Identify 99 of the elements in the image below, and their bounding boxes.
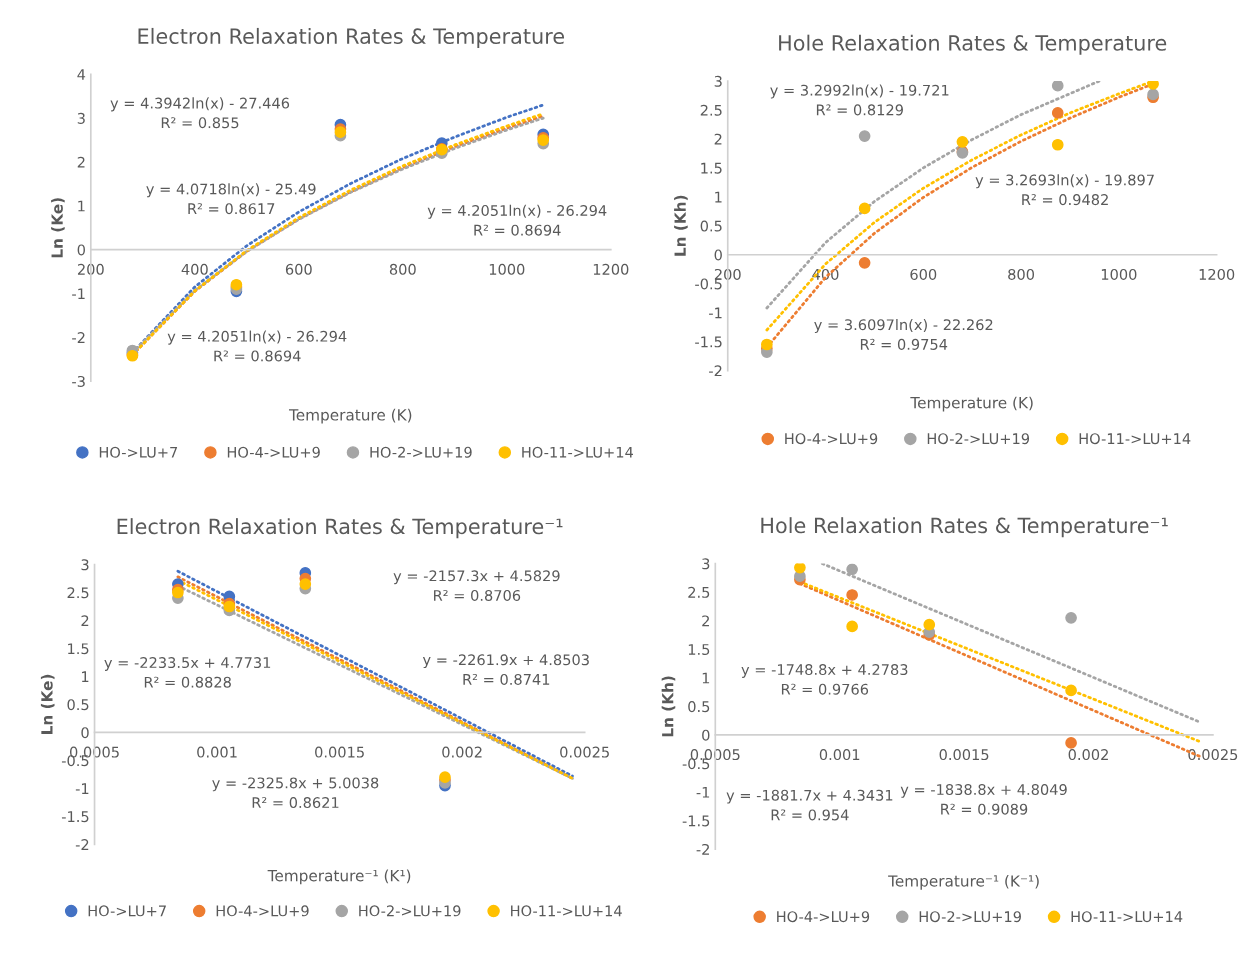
y-tick-label: 0 [714, 249, 722, 261]
y-tick-label: 3 [714, 75, 722, 87]
y-tick-label: 3 [77, 112, 85, 124]
chart-title: Hole Relaxation Rates & Temperature [779, 34, 1167, 55]
y-tick-label: -0.5 [695, 278, 722, 290]
y-tick-label: -2 [72, 332, 85, 343]
x-tick-label: 600 [285, 263, 312, 275]
x-tick-label: 1000 [489, 263, 525, 275]
y-tick-label: 2.5 [688, 586, 710, 598]
annotation: y = 3.2992ln(x) - 19.721 R² = 0.8129 [770, 84, 949, 116]
annotation: y = -2233.5x + 4.7731 R² = 0.8828 [104, 657, 271, 688]
x-tick-label: 1200 [593, 263, 629, 275]
x-tick-label: 1200 [1199, 268, 1235, 280]
y-tick-label: 2 [702, 615, 709, 627]
annotation: y = -2261.9x + 4.8503 R² = 0.8741 [422, 654, 589, 685]
chart-title: Electron Relaxation Rates & Temperature [138, 27, 565, 49]
legend-label: HO-2->LU+19 [359, 905, 461, 917]
legend-label: HO-4->LU+9 [227, 446, 320, 458]
y-tick-label: -1.5 [61, 811, 89, 823]
chart-title: Electron Relaxation Rates & Temperature⁻¹ [117, 518, 563, 539]
x-axis-title: Temperature⁻¹ (K⁻¹) [888, 874, 1039, 890]
y-tick-label: 1 [702, 672, 710, 684]
x-axis-title: Temperature (K) [910, 396, 1033, 412]
x-tick-label: 0.002 [1068, 749, 1108, 761]
legend-label: HO-2->LU+19 [370, 446, 472, 458]
x-tick-label: 0.0015 [939, 749, 989, 761]
x-tick-label: 200 [77, 263, 104, 275]
legend-label: HO-4->LU+9 [785, 433, 878, 445]
y-tick-label: 1 [82, 671, 89, 683]
y-tick-label: -1 [72, 288, 85, 300]
x-tick-label: 800 [389, 263, 416, 275]
legend-label: HO-4->LU+9 [777, 911, 870, 923]
y-tick-label: 1.5 [688, 644, 710, 655]
x-tick-label: 400 [181, 263, 208, 275]
annotation: y = -1881.7x + 4.3431 R² = 0.954 [726, 789, 893, 821]
y-axis-title: Ln (Kh) [674, 195, 688, 256]
annotation: y = 4.3942ln(x) - 27.446 R² = 0.855 [110, 97, 290, 129]
y-tick-label: 2 [81, 615, 89, 627]
legend-label: HO->LU+7 [88, 905, 166, 917]
y-tick-label: -2 [696, 843, 709, 855]
y-tick-label: -1 [75, 783, 89, 794]
y-tick-label: 0.5 [700, 220, 722, 232]
y-tick-label: 3 [702, 558, 710, 570]
y-tick-label: -3 [72, 375, 85, 387]
x-tick-label: 0.0025 [560, 746, 609, 758]
y-tick-label: 2 [714, 133, 722, 145]
y-tick-label: 1.5 [701, 162, 722, 174]
x-tick-label: 200 [714, 268, 741, 280]
x-tick-label: 0.002 [442, 746, 482, 758]
y-tick-label: 0 [81, 727, 89, 739]
x-tick-label: 0.0005 [690, 749, 740, 761]
x-tick-label: 800 [1008, 268, 1035, 280]
y-tick-label: 3 [81, 559, 89, 571]
legend-label: HO->LU+7 [99, 446, 178, 458]
y-tick-label: 1.5 [68, 643, 89, 655]
annotation: y = 4.0718ln(x) - 25.49 R² = 0.8617 [146, 183, 316, 215]
x-tick-label: 0.001 [819, 749, 860, 761]
chart-title: Hole Relaxation Rates & Temperature⁻¹ [761, 517, 1168, 538]
legend-label: HO-4->LU+9 [216, 905, 309, 917]
y-axis-title: Ln (Kh) [661, 676, 676, 737]
annotation: y = 3.2693ln(x) - 19.897 R² = 0.9482 [975, 174, 1154, 206]
y-tick-label: -2 [709, 365, 722, 377]
y-tick-label: 0 [77, 244, 85, 256]
annotation: y = -1748.8x + 4.2783 R² = 0.9766 [741, 664, 908, 695]
y-tick-label: 2.5 [700, 104, 722, 116]
legend-label: HO-11->LU+14 [1071, 911, 1183, 923]
legend-label: HO-2->LU+19 [919, 911, 1021, 923]
legend-label: HO-11->LU+14 [511, 905, 622, 917]
y-tick-label: 0 [702, 729, 710, 741]
legend-label: HO-11->LU+14 [1079, 433, 1191, 445]
x-tick-label: 0.0015 [315, 746, 364, 758]
y-axis-title: Ln (Ke) [51, 198, 65, 258]
y-tick-label: -2 [75, 839, 89, 850]
y-tick-label: 1 [715, 191, 722, 203]
x-tick-label: 0.001 [197, 746, 237, 758]
annotation: y = -1838.8x + 4.8049 R² = 0.9089 [900, 784, 1067, 815]
legend-label: HO-2->LU+19 [927, 433, 1030, 445]
y-tick-label: -1 [709, 307, 722, 319]
annotation: y = -2157.3x + 4.5829 R² = 0.8706 [393, 570, 560, 601]
annotation: y = 3.6097ln(x) - 22.262 R² = 0.9754 [814, 318, 993, 350]
x-axis-title: Temperature (K) [288, 408, 412, 424]
annotation: y = -2325.8x + 5.0038 R² = 0.8621 [212, 777, 379, 809]
y-tick-label: 4 [77, 69, 86, 80]
y-tick-label: 2.5 [67, 587, 89, 599]
y-tick-label: -1.5 [695, 336, 722, 348]
y-tick-label: -1 [696, 786, 710, 798]
y-tick-label: 2 [77, 156, 85, 168]
y-tick-label: 0.5 [67, 699, 89, 711]
annotation: y = 4.2051ln(x) - 26.294 R² = 0.8694 [167, 330, 347, 362]
y-tick-label: 0.5 [688, 701, 710, 713]
x-tick-label: 1000 [1101, 268, 1137, 280]
x-axis-title: Temperature⁻¹ (K¹) [267, 869, 411, 885]
y-tick-label: 1 [78, 200, 85, 212]
y-tick-label: -0.5 [682, 758, 710, 770]
legend-label: HO-11->LU+14 [522, 446, 634, 458]
x-tick-label: 600 [910, 268, 937, 280]
y-tick-label: -1.5 [682, 815, 710, 827]
y-axis-title: Ln (Ke) [40, 674, 55, 734]
annotation: y = 4.2051ln(x) - 26.294 R² = 0.8694 [427, 204, 607, 236]
